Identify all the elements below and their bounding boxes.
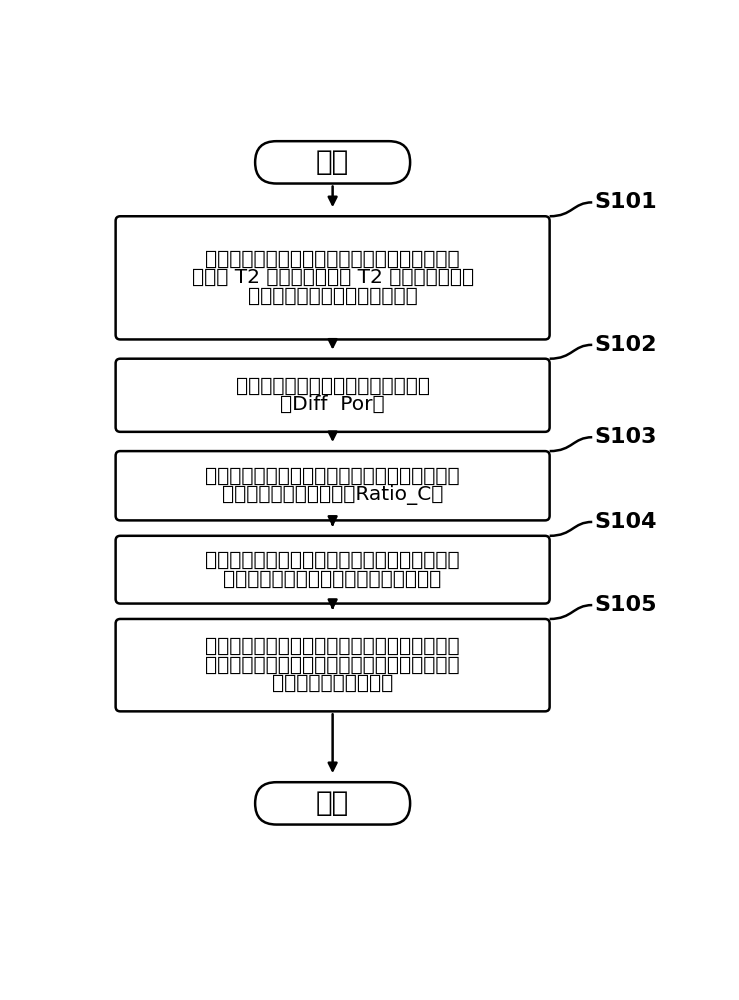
FancyBboxPatch shape <box>115 619 550 711</box>
Text: S102: S102 <box>595 335 657 355</box>
Text: S104: S104 <box>595 512 657 532</box>
FancyBboxPatch shape <box>115 536 550 604</box>
Text: 现对油水层的有效识别: 现对油水层的有效识别 <box>272 674 393 693</box>
Text: 开始: 开始 <box>316 148 350 176</box>
Text: 根据已试油井的数据，建立差分谱孔隙度与烃类: 根据已试油井的数据，建立差分谱孔隙度与烃类 <box>205 551 460 570</box>
Text: 结束: 结束 <box>316 789 350 817</box>
Text: 特征比的交会图，确定油水层的区分界限: 特征比的交会图，确定油水层的区分界限 <box>223 569 442 588</box>
FancyBboxPatch shape <box>115 359 550 432</box>
FancyBboxPatch shape <box>115 451 550 520</box>
Text: S105: S105 <box>595 595 657 615</box>
Text: 理，得到反映油气信息的差分谱: 理，得到反映油气信息的差分谱 <box>248 287 418 306</box>
Text: （Diff  Por）: （Diff Por） <box>280 395 385 414</box>
FancyBboxPatch shape <box>115 216 550 339</box>
Text: 分谱孔隙度和烃类特征比，利用建立的交会图实: 分谱孔隙度和烃类特征比，利用建立的交会图实 <box>205 656 460 675</box>
Text: S101: S101 <box>595 192 657 212</box>
Text: 利用气测录井数据，确定各烃组分对油水层的敏: 利用气测录井数据，确定各烃组分对油水层的敏 <box>205 467 460 486</box>
Text: 待时间 T2 谱和短等待时间 T2 谱，进行差谱处: 待时间 T2 谱和短等待时间 T2 谱，进行差谱处 <box>191 268 474 287</box>
Text: 对差分谱进行处理得到差分谱孔隙度: 对差分谱进行处理得到差分谱孔隙度 <box>236 377 429 396</box>
FancyBboxPatch shape <box>255 782 410 825</box>
Text: 利用双等待时间模式的核磁测井资料，提取长等: 利用双等待时间模式的核磁测井资料，提取长等 <box>205 250 460 269</box>
Text: 对于待识别油水结论的地层，按上述步骤提取差: 对于待识别油水结论的地层，按上述步骤提取差 <box>205 637 460 656</box>
FancyBboxPatch shape <box>255 141 410 184</box>
Text: 感性，建立烃类特征比（Ratio_C）: 感性，建立烃类特征比（Ratio_C） <box>222 485 443 505</box>
Text: S103: S103 <box>595 427 657 447</box>
